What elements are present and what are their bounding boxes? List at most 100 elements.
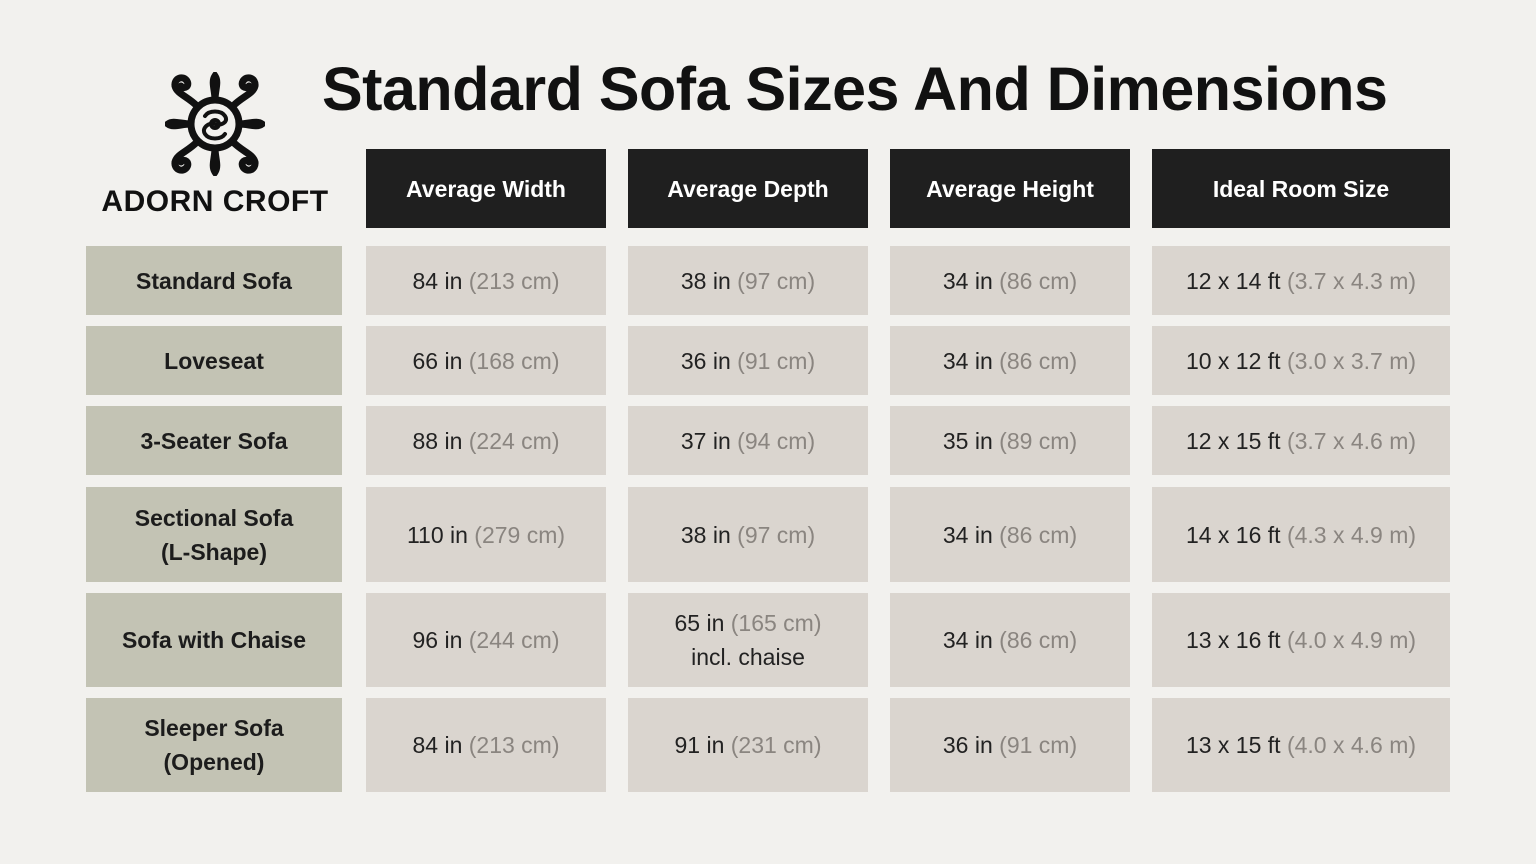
row-label-line: Standard Sofa (136, 267, 292, 294)
row-label-text: Standard Sofa (136, 264, 292, 298)
cell-average-depth: 38 in (97 cm) (628, 246, 868, 315)
imperial-value: 66 in (412, 347, 469, 374)
imperial-value: 12 x 15 ft (1185, 427, 1287, 454)
metric-value: (231 cm) (730, 732, 822, 758)
imperial-value: 37 in (680, 427, 738, 454)
imperial-value: 10 x 12 ft (1185, 347, 1287, 374)
row-label-line: Sectional Sofa (134, 504, 294, 531)
cell-ideal-room-size: 13 x 16 ft (4.0 x 4.9 m) (1152, 593, 1450, 687)
row-label-line: (L-Shape) (160, 538, 268, 565)
column-header-average-width: Average Width (366, 149, 606, 228)
cell-line: 34 in (86 cm) (943, 623, 1077, 657)
cell-average-width: 84 in (213 cm) (366, 698, 606, 792)
cell-average-width: 66 in (168 cm) (366, 326, 606, 395)
cell-line: 38 in (97 cm) (681, 518, 815, 552)
cell-content: 88 in (224 cm) (412, 424, 559, 458)
row-label: Standard Sofa (86, 246, 342, 315)
imperial-value: 34 in (942, 267, 1000, 294)
metric-value: (279 cm) (474, 521, 566, 548)
row-label: Sleeper Sofa (Opened) (86, 698, 342, 792)
ornamental-knot-icon (165, 72, 265, 176)
cell-average-height: 34 in (86 cm) (890, 593, 1130, 687)
imperial-value: 35 in (942, 427, 1000, 454)
cell-content: 13 x 16 ft (4.0 x 4.9 m) (1186, 623, 1416, 657)
row-label: Sectional Sofa (L-Shape) (86, 487, 342, 582)
metric-value: (4.0 x 4.9 m) (1286, 627, 1417, 653)
imperial-value: 88 in (412, 427, 469, 454)
cell-content: 38 in (97 cm) (681, 264, 815, 298)
metric-value: (213 cm) (468, 732, 560, 758)
metric-value: (89 cm) (999, 427, 1078, 454)
column-header-average-height: Average Height (890, 149, 1130, 228)
row-label-text: Sectional Sofa (L-Shape) (135, 501, 293, 569)
row-label-text: Sleeper Sofa (Opened) (144, 711, 283, 779)
cell-line: 65 in (165 cm) (674, 606, 821, 640)
cell-ideal-room-size: 13 x 15 ft (4.0 x 4.6 m) (1152, 698, 1450, 792)
imperial-value: 13 x 16 ft (1185, 627, 1287, 653)
cell-ideal-room-size: 12 x 15 ft (3.7 x 4.6 m) (1152, 406, 1450, 475)
cell-line: 34 in (86 cm) (943, 264, 1077, 298)
metric-value: (97 cm) (737, 521, 816, 548)
brand-logo: ADORN CROFT (86, 72, 344, 224)
imperial-value: 13 x 15 ft (1185, 732, 1287, 758)
column-header-ideal-room-size: Ideal Room Size (1152, 149, 1450, 228)
cell-line: 34 in (86 cm) (943, 344, 1077, 378)
cell-content: 84 in (213 cm) (412, 728, 559, 762)
cell-line: 84 in (213 cm) (412, 264, 559, 298)
cell-average-depth: 37 in (94 cm) (628, 406, 868, 475)
metric-value: (244 cm) (468, 627, 560, 653)
cell-average-depth: 91 in (231 cm) (628, 698, 868, 792)
column-header-average-depth: Average Depth (628, 149, 868, 228)
metric-value: (97 cm) (737, 267, 816, 294)
cell-content: 66 in (168 cm) (412, 344, 559, 378)
cell-line: 13 x 15 ft (4.0 x 4.6 m) (1186, 728, 1416, 762)
page-title: Standard Sofa Sizes And Dimensions (322, 55, 1388, 123)
metric-value: (3.7 x 4.6 m) (1286, 427, 1417, 454)
metric-value: (224 cm) (468, 427, 560, 454)
row-label-line: 3-Seater Sofa (140, 427, 288, 454)
cell-content: 110 in (279 cm) (407, 518, 565, 552)
imperial-value: 110 in (406, 521, 475, 548)
cell-average-depth: 38 in (97 cm) (628, 487, 868, 582)
row-label-text: Loveseat (164, 344, 264, 378)
cell-line: 66 in (168 cm) (412, 344, 559, 378)
cell-average-depth: 36 in (91 cm) (628, 326, 868, 395)
cell-content: 34 in (86 cm) (943, 518, 1077, 552)
metric-value: (3.7 x 4.3 m) (1286, 267, 1417, 294)
cell-line: 35 in (89 cm) (943, 424, 1077, 458)
cell-line: 37 in (94 cm) (681, 424, 815, 458)
imperial-value: 65 in (674, 610, 731, 636)
cell-average-height: 34 in (86 cm) (890, 487, 1130, 582)
cell-line: 36 in (91 cm) (681, 344, 815, 378)
brand-name: ADORN CROFT (101, 185, 329, 218)
cell-line: 10 x 12 ft (3.0 x 3.7 m) (1186, 344, 1416, 378)
imperial-value: 96 in (412, 627, 469, 653)
imperial-value: 38 in (680, 267, 738, 294)
cell-line: 91 in (231 cm) (674, 728, 821, 762)
row-label-text: Sofa with Chaise (122, 623, 306, 657)
imperial-value: 14 x 16 ft (1185, 521, 1287, 548)
metric-value: (4.3 x 4.9 m) (1286, 521, 1417, 548)
cell-ideal-room-size: 14 x 16 ft (4.3 x 4.9 m) (1152, 487, 1450, 582)
cell-content: 96 in (244 cm) (412, 623, 559, 657)
cell-line: 12 x 15 ft (3.7 x 4.6 m) (1186, 424, 1416, 458)
cell-average-height: 34 in (86 cm) (890, 326, 1130, 395)
imperial-value: 36 in (680, 347, 738, 374)
imperial-value: 84 in (412, 267, 469, 294)
imperial-value: 34 in (942, 521, 1000, 548)
cell-line: 96 in (244 cm) (412, 623, 559, 657)
cell-average-height: 36 in (91 cm) (890, 698, 1130, 792)
cell-line: 88 in (224 cm) (412, 424, 559, 458)
cell-content: 12 x 15 ft (3.7 x 4.6 m) (1186, 424, 1416, 458)
imperial-value: 34 in (942, 627, 1000, 653)
cell-content: 35 in (89 cm) (943, 424, 1077, 458)
cell-line: 13 x 16 ft (4.0 x 4.9 m) (1186, 623, 1416, 657)
metric-value: (86 cm) (999, 627, 1078, 653)
cell-line: 34 in (86 cm) (943, 518, 1077, 552)
cell-average-height: 34 in (86 cm) (890, 246, 1130, 315)
row-label: 3-Seater Sofa (86, 406, 342, 475)
metric-value: (91 cm) (737, 347, 816, 374)
row-label: Loveseat (86, 326, 342, 395)
cell-content: 13 x 15 ft (4.0 x 4.6 m) (1186, 728, 1416, 762)
row-label-line: Loveseat (164, 347, 264, 374)
